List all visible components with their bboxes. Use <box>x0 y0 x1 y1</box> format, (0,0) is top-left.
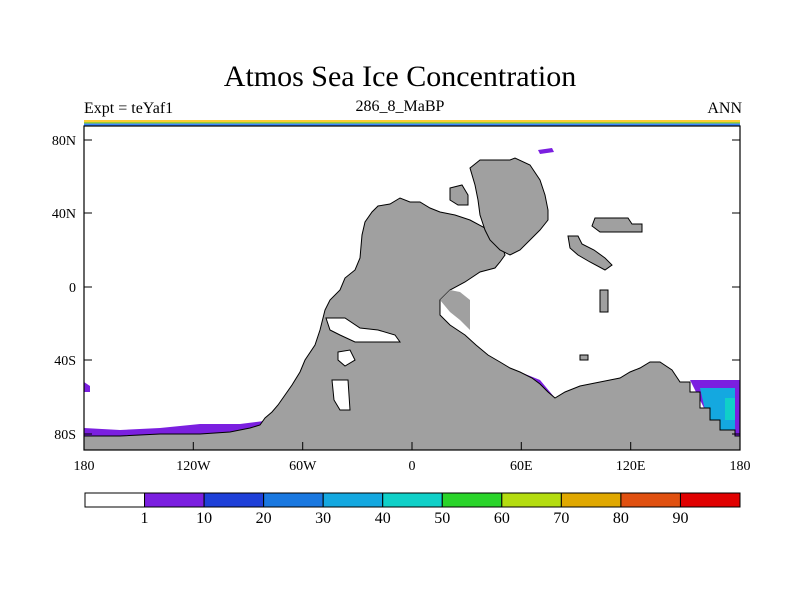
x-label-60e: 60E <box>510 459 533 474</box>
colorbar-swatch <box>203 492 265 508</box>
x-label-180e: 180 <box>730 459 751 474</box>
x-label-60w: 60W <box>289 459 317 474</box>
y-label-80s: 80S <box>54 428 76 443</box>
colorbar-swatch <box>501 492 562 508</box>
colorbar-swatch <box>441 492 503 508</box>
colorbar-label: 50 <box>434 510 450 527</box>
colorbar-label: 80 <box>613 510 629 527</box>
top-strip-yellow <box>84 120 740 122</box>
y-label-80n: 80N <box>52 134 76 149</box>
land-layer <box>83 157 741 451</box>
colorbar-label: 1 <box>141 510 149 527</box>
x-label-120w: 120W <box>176 459 211 474</box>
y-label-0: 0 <box>69 281 76 296</box>
colorbar-swatch <box>322 492 384 508</box>
season-label: ANN <box>707 100 742 117</box>
colorbar-swatch <box>560 492 622 508</box>
colorbar-label: 10 <box>196 510 212 527</box>
inland-seas <box>325 290 470 411</box>
colorbar-swatch <box>620 492 681 508</box>
top-strip-green <box>84 122 740 124</box>
colorbar-label: 30 <box>315 510 331 527</box>
y-axis-labels: 80N 40N 0 40S 80S <box>52 134 76 443</box>
x-axis-labels: 180 120W 60W 0 60E 120E 180 <box>74 459 751 474</box>
y-label-40s: 40S <box>54 354 76 369</box>
colorbar-swatch <box>679 492 741 508</box>
colorbar: 1 10 20 30 40 50 60 70 80 90 <box>84 492 741 527</box>
map-title: Atmos Sea Ice Concentration <box>223 60 577 93</box>
colorbar-swatch <box>263 492 324 508</box>
period-label: 286_8_MaBP <box>355 98 445 115</box>
axis-ticks <box>83 139 741 450</box>
top-strip-blue <box>84 123 740 126</box>
x-label-0: 0 <box>409 459 416 474</box>
colorbar-label: 40 <box>375 510 391 527</box>
colorbar-swatch <box>84 492 146 508</box>
colorbar-swatch <box>382 492 443 508</box>
experiment-label: Expt = teYaf1 <box>84 100 174 117</box>
map-panel <box>83 125 741 451</box>
colorbar-label: 90 <box>672 510 688 527</box>
x-label-120e: 120E <box>616 459 646 474</box>
y-label-40n: 40N <box>52 207 76 222</box>
colorbar-swatch <box>144 492 205 508</box>
x-label-180w: 180 <box>74 459 95 474</box>
colorbar-label: 20 <box>256 510 272 527</box>
colorbar-label: 60 <box>494 510 510 527</box>
colorbar-label: 70 <box>553 510 569 527</box>
